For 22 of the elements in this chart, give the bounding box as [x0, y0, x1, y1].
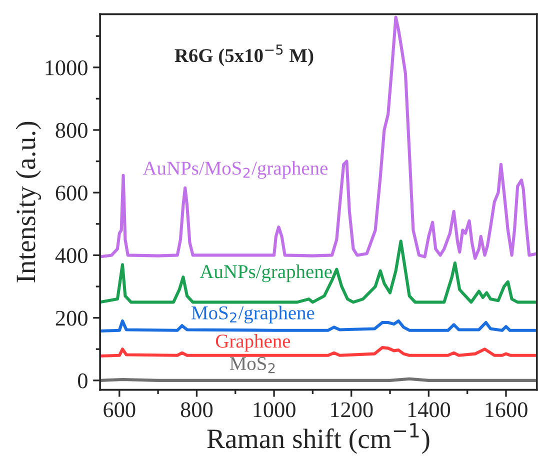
- y-tick-label: 200: [56, 310, 88, 326]
- y-axis-title: Intensity (a.u.): [16, 122, 42, 282]
- series-label: AuNPs/graphene: [200, 264, 332, 282]
- x-tick-label: 1000: [254, 402, 296, 418]
- y-tick-label: 1000: [46, 60, 88, 76]
- line-series: [100, 240, 537, 304]
- x-tick-label: 1200: [331, 402, 373, 418]
- line-series: [100, 16, 537, 260]
- y-tick-label: 400: [55, 248, 88, 264]
- series-label: Graphene: [216, 334, 290, 352]
- text: R6G (5x10$^{−5}$ M): [174, 44, 314, 66]
- x-axis-title: Raman shift (cm$^{−1}$): [207, 423, 430, 454]
- x-tick-label: 800: [180, 402, 213, 418]
- y-tick-label: 0: [78, 373, 88, 388]
- series-label: MoS$_{2}$: [230, 357, 275, 374]
- y-tick-label: 800: [56, 122, 88, 138]
- x-tick-label: 1400: [408, 402, 450, 418]
- x-tick-label: 1600: [486, 402, 528, 418]
- series-label: AuNPs/MoS$_{2}$/graphene: [142, 161, 328, 179]
- series-label: MoS$_{2}$/graphene: [192, 306, 314, 324]
- x-tick-label: 600: [104, 402, 136, 418]
- y-tick-label: 600: [56, 186, 88, 201]
